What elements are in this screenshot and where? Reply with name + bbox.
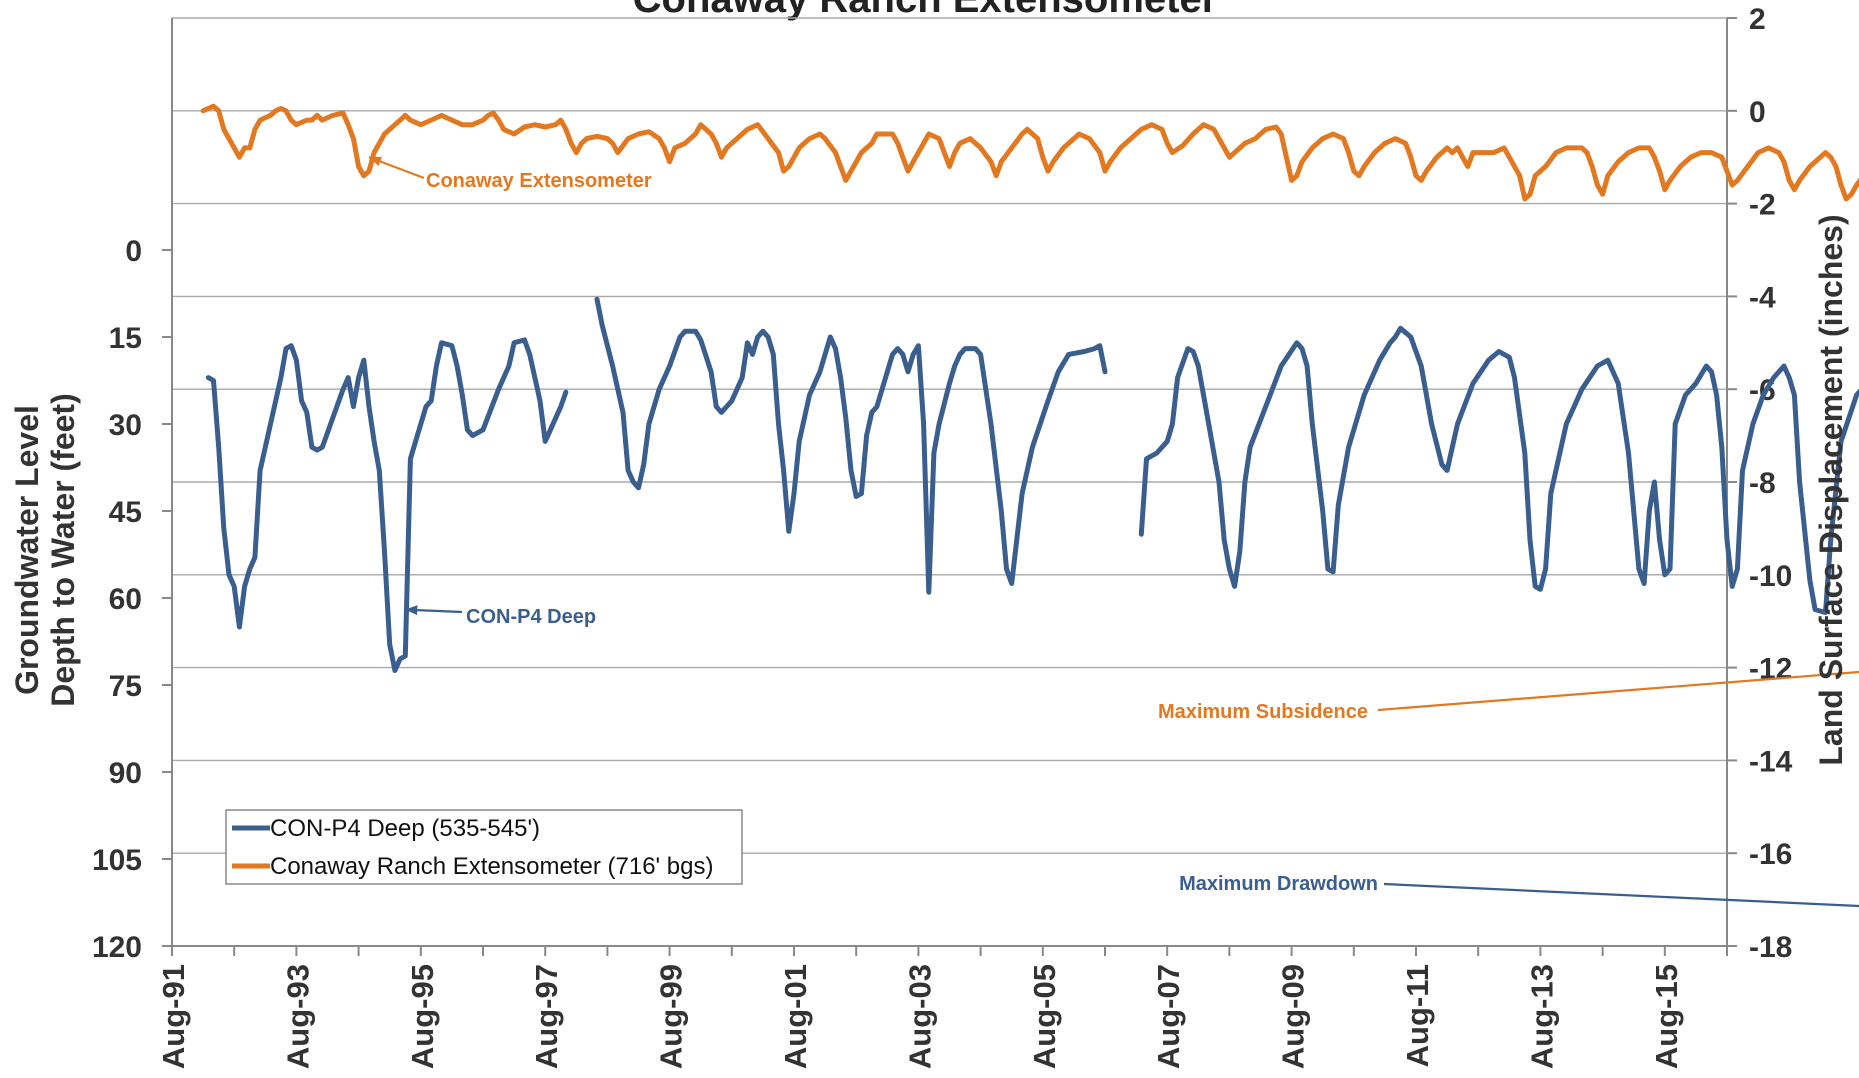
right-y-tick-label: -4: [1749, 281, 1776, 314]
left-y-tick-label: 0: [125, 235, 142, 268]
x-tick-label: Aug-01: [778, 964, 813, 1069]
left-y-tick-label: 75: [109, 670, 142, 703]
right-y-tick-label: 0: [1749, 96, 1766, 129]
left-y-tick-labels: 0 15 30 45 60 75 90 105 120: [92, 235, 172, 964]
right-y-axis-title: Land Surface Displacement (inches): [1813, 214, 1849, 765]
left-y-tick-label: 120: [92, 931, 142, 964]
annotation-leader: [1377, 670, 1859, 712]
right-y-tick-label: -2: [1749, 189, 1776, 222]
annotation-arrowhead: [368, 156, 382, 167]
right-y-tick-label: -18: [1749, 931, 1792, 964]
right-y-tick-label: -8: [1749, 467, 1776, 500]
annotation-label: Maximum Drawdown: [1179, 873, 1378, 895]
annotation-label: Maximum Subsidence: [1158, 701, 1368, 723]
left-y-axis-title-line2: Depth to Water (feet): [45, 393, 81, 706]
left-y-tick-label: 15: [109, 322, 142, 355]
x-tick-labels: Aug-91 Aug-93 Aug-95 Aug-97 Aug-99 Aug-01 Aug-…: [156, 946, 1728, 1069]
left-y-tick-label: 90: [109, 757, 142, 790]
legend-label-extensometer: Conaway Ranch Extensometer (716' bgs): [270, 853, 713, 880]
x-tick-label: Aug-15: [1649, 964, 1684, 1069]
left-y-tick-label: 105: [92, 844, 142, 877]
series-line-extensometer: [200, 103, 1859, 202]
series-line-con-p4-deep: [594, 296, 1108, 595]
series-line-con-p4-deep: [205, 337, 569, 673]
right-y-tick-label: 2: [1749, 3, 1766, 36]
right-y-tick-label: -10: [1749, 560, 1792, 593]
right-y-tick-label: -16: [1749, 838, 1792, 871]
x-tick-label: Aug-93: [280, 964, 315, 1069]
legend-box: [225, 809, 743, 885]
right-y-tick-label: -14: [1749, 745, 1793, 778]
annotation-label: Conaway Extensometer: [426, 170, 652, 192]
x-tick-label: Aug-07: [1151, 964, 1186, 1069]
x-tick-label: Aug-13: [1524, 964, 1559, 1069]
chart-title: Conaway Ranch Extensometer: [633, 0, 1218, 21]
x-tick-label: Aug-03: [902, 964, 937, 1069]
legend: CON-P4 Deep (535-545') Conaway Ranch Ext…: [225, 809, 743, 885]
left-y-tick-label: 45: [109, 496, 142, 529]
annotations: Conaway Extensometer CON-P4 Deep Maximum S…: [368, 156, 1859, 908]
x-tick-label: Aug-11: [1400, 964, 1435, 1067]
series-lines: [200, 103, 1859, 673]
x-tick-label: Aug-95: [405, 964, 440, 1069]
x-tick-label: Aug-05: [1027, 964, 1062, 1069]
left-y-tick-label: 60: [109, 583, 142, 616]
x-tick-label: Aug-91: [156, 964, 191, 1069]
annotation-arrowhead: [405, 605, 418, 616]
x-tick-label: Aug-09: [1276, 964, 1311, 1069]
annotation-label: CON-P4 Deep: [466, 606, 596, 628]
right-y-tick-labels: 20-2-4-6-8-10-12-14-16-18: [1727, 3, 1793, 964]
annotation-leader: [1383, 882, 1859, 908]
x-tick-label: Aug-99: [654, 964, 689, 1069]
legend-label-con-p4: CON-P4 Deep (535-545'): [270, 815, 540, 842]
left-y-axis-title-line1: Groundwater Level: [9, 405, 45, 695]
series-line-con-p4-deep: [1138, 325, 1859, 615]
left-y-tick-label: 30: [109, 409, 142, 442]
x-tick-label: Aug-97: [529, 964, 564, 1069]
